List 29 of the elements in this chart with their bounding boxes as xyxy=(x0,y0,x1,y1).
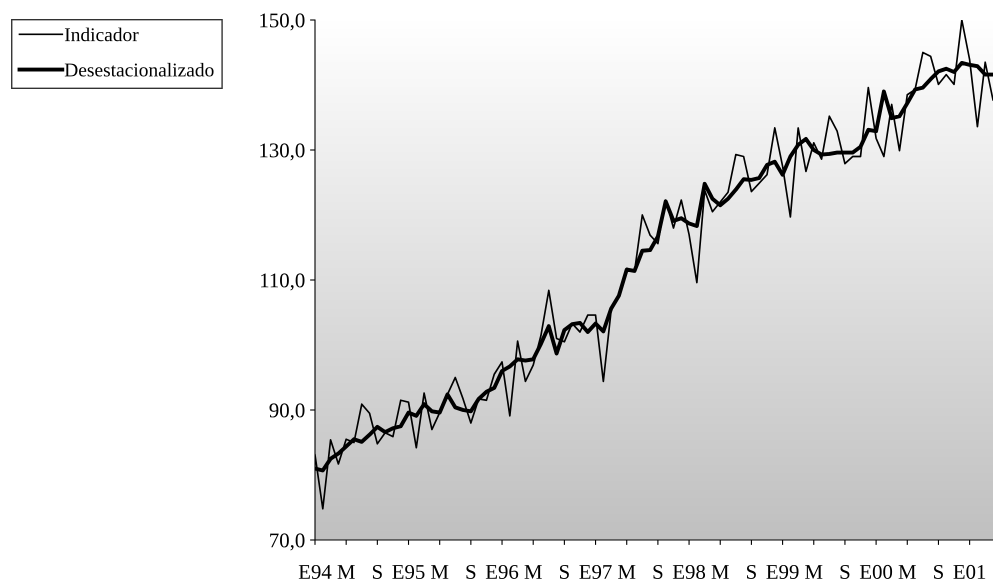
legend-label: Indicador xyxy=(64,28,139,42)
legend-label: Desestacionalizado xyxy=(64,62,214,77)
x-tick-label: M xyxy=(805,565,822,579)
x-tick-label: E96 xyxy=(486,564,518,579)
y-tick-label: 90,0 xyxy=(269,403,304,420)
x-tick-label: E00 xyxy=(860,564,892,579)
x-tick-label: S xyxy=(466,564,476,579)
x-tick-label: E99 xyxy=(766,564,799,579)
x-tick-label: M xyxy=(618,565,636,579)
y-tick-label: 150,0 xyxy=(260,13,304,30)
x-tick-label: E97 xyxy=(579,564,612,579)
x-tick-label: M xyxy=(898,565,916,579)
x-tick-label: S xyxy=(747,564,756,579)
x-tick-label: M xyxy=(338,565,355,579)
y-tick-label: 130,0 xyxy=(260,143,304,160)
x-tick-label: S xyxy=(653,564,662,579)
x-tick-label: S xyxy=(840,564,850,579)
x-tick-label: E95 xyxy=(392,564,424,579)
x-tick-label: S xyxy=(560,564,569,579)
x-tick-label: S xyxy=(372,564,382,579)
x-tick-label: M xyxy=(524,565,542,579)
x-tick-label: M xyxy=(712,565,729,579)
x-tick-label: E94 xyxy=(298,564,332,579)
y-tick-label: 70,0 xyxy=(270,533,304,550)
x-tick-label: M xyxy=(431,565,448,579)
x-tick-label: E01 xyxy=(953,564,986,579)
x-tick-label: S xyxy=(934,564,943,579)
x-tick-label: E98 xyxy=(672,564,706,579)
y-tick-label: 110,0 xyxy=(261,273,304,290)
